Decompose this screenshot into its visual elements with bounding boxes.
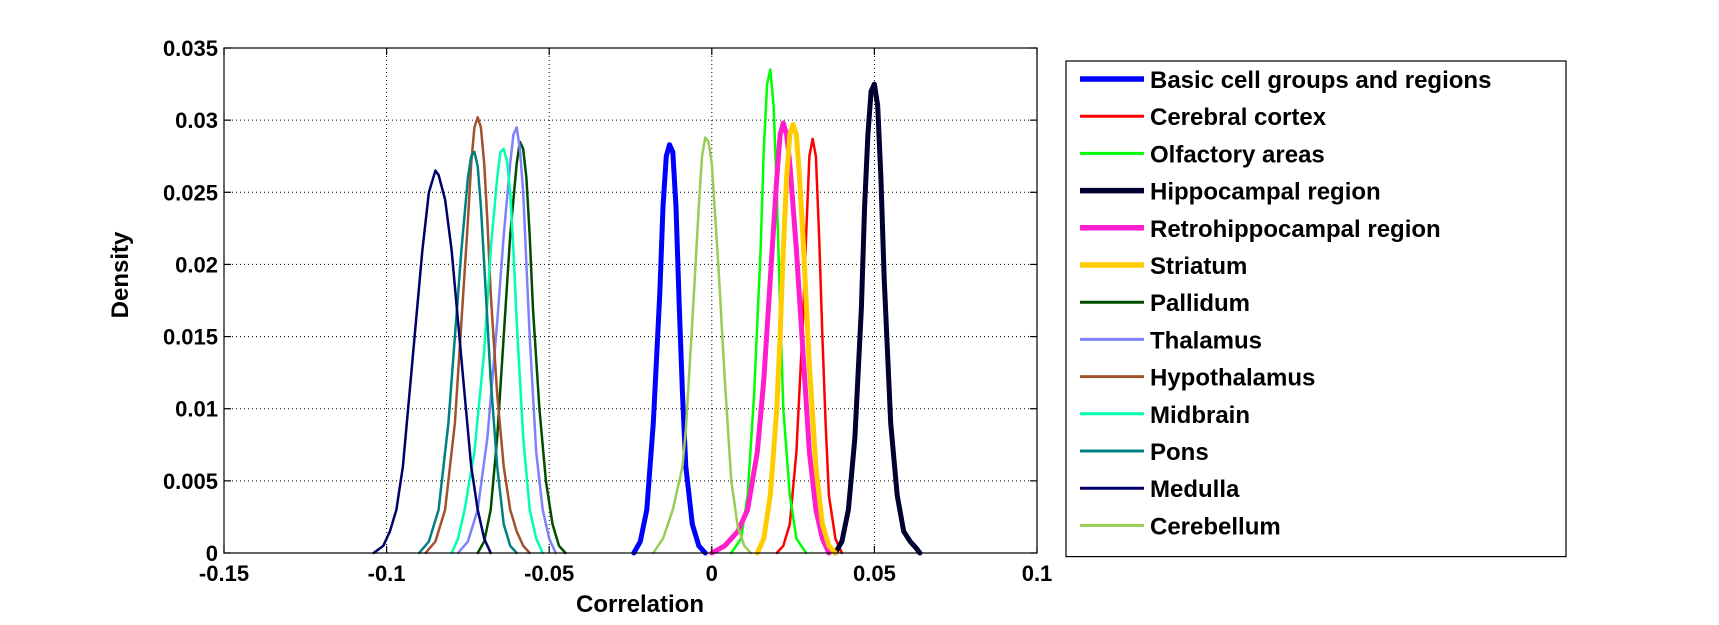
y-tick-label: 0.01 [175, 397, 218, 422]
series-line-0 [631, 142, 708, 556]
legend-label-5: Striatum [1150, 253, 1247, 280]
legend-label-8: Hypothalamus [1150, 365, 1315, 392]
y-tick-label: 0 [206, 541, 218, 566]
x-tick-label: -0.05 [524, 561, 574, 586]
y-tick-label: 0.035 [163, 36, 218, 61]
series-line-12 [652, 136, 753, 555]
x-tick-label: 0.1 [1022, 561, 1053, 586]
legend-box [1065, 60, 1567, 558]
y-tick-label: 0.03 [175, 108, 218, 133]
legend-label-2: Olfactory areas [1150, 141, 1325, 168]
plot-background [224, 48, 1037, 553]
series-line-6 [476, 140, 567, 555]
series-line-3 [832, 81, 923, 556]
legend: Basic cell groups and regions Cerebral co… [1065, 60, 1567, 558]
legend-label-12: Cerebellum [1150, 513, 1281, 540]
x-tick-label: -0.15 [199, 561, 249, 586]
x-tick-label: 0.05 [853, 561, 896, 586]
y-tick-label: 0.015 [163, 325, 218, 350]
legend-label-1: Cerebral cortex [1150, 104, 1327, 131]
legend-label-10: Pons [1150, 439, 1209, 466]
series-line-10 [417, 150, 518, 555]
x-tick-label: -0.1 [368, 561, 406, 586]
series-line-8 [424, 116, 531, 555]
y-axis-label: Density [107, 231, 134, 318]
y-tick-label: 0.025 [163, 180, 218, 205]
axes-box [223, 47, 1038, 554]
series-line-7 [456, 126, 557, 555]
legend-label-7: Thalamus [1150, 327, 1262, 354]
series-line-4 [709, 120, 832, 556]
legend-label-3: Hippocampal region [1150, 179, 1381, 206]
y-tick-label: 0.005 [163, 469, 218, 494]
x-axis-label: Correlation [576, 591, 704, 618]
y-tick-label: 0.02 [175, 252, 218, 277]
series-line-2 [730, 68, 808, 555]
x-tick-label: 0 [706, 561, 718, 586]
plot-area: -0.15 -0.1 -0.05 0 0.05 0.1 0 0.005 0.01 0.015 0.0… [163, 36, 1052, 586]
legend-label-9: Midbrain [1150, 402, 1250, 429]
legend-label-4: Retrohippocampal region [1150, 216, 1441, 243]
legend-label-11: Medulla [1150, 476, 1240, 503]
series-line-5 [754, 122, 838, 556]
legend-label-6: Pallidum [1150, 290, 1250, 317]
series-line-1 [775, 137, 844, 555]
series-line-11 [372, 169, 492, 555]
legend-label-0: Basic cell groups and regions [1150, 67, 1491, 94]
